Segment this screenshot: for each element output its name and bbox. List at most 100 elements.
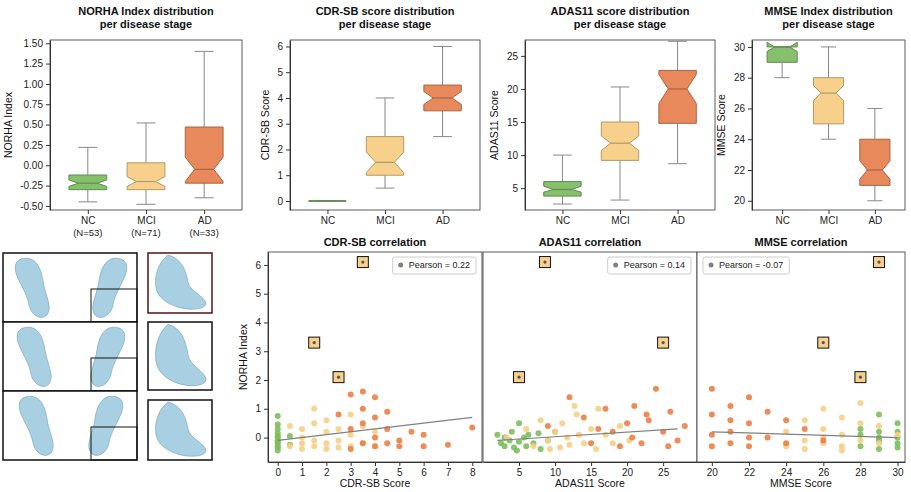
point — [709, 443, 715, 449]
median — [668, 88, 687, 89]
tick-mark — [286, 46, 290, 47]
hippocampus-zoom — [156, 255, 207, 309]
point — [581, 440, 587, 446]
whisker-cap — [376, 97, 395, 98]
point — [765, 435, 771, 441]
figure: -0.50-0.250.000.250.500.751.001.251.50NC… — [0, 0, 911, 492]
point — [516, 420, 522, 426]
point — [523, 426, 529, 432]
hippocampus-left — [15, 258, 49, 317]
highlight-point — [309, 337, 320, 348]
whisker — [442, 111, 443, 137]
median — [137, 181, 156, 182]
tick-mark — [264, 438, 268, 439]
tick-mark — [555, 462, 556, 466]
box — [659, 41, 696, 163]
legend: Pearson = 0.14 — [608, 257, 691, 274]
axis-line — [268, 253, 269, 463]
point — [372, 443, 378, 449]
whisker-cap — [376, 188, 395, 189]
point — [323, 440, 329, 446]
tick-label: 0.00 — [24, 160, 44, 171]
point — [820, 406, 826, 412]
tick-mark — [264, 380, 268, 381]
axis: 0123456 — [255, 253, 268, 463]
axis: 202224262830 — [734, 41, 753, 211]
whisker-cap — [137, 122, 156, 123]
highlight-point-center — [859, 376, 862, 379]
tick: 3 — [255, 346, 268, 357]
tick: 20 — [707, 462, 719, 478]
tick: 22 — [734, 165, 752, 176]
whisker — [87, 147, 88, 175]
tick: 26 — [734, 103, 752, 114]
point — [629, 435, 635, 441]
tick-mark — [472, 462, 473, 466]
point — [746, 435, 752, 441]
whisker — [385, 98, 386, 137]
tick-mark — [620, 210, 621, 214]
tick-label: 0.75 — [24, 99, 44, 110]
point — [667, 409, 673, 415]
tick: 3 — [277, 118, 290, 129]
box-body — [601, 122, 638, 160]
whisker-cap — [433, 46, 452, 47]
whisker — [828, 47, 829, 78]
render-zoom — [148, 400, 212, 460]
tick: 6 — [277, 41, 290, 52]
whisker — [874, 108, 875, 139]
point — [336, 412, 342, 418]
tick-mark — [46, 206, 50, 207]
tick: MCI — [611, 210, 629, 226]
tick: 20 — [622, 462, 634, 478]
tick-label: NC — [556, 215, 570, 226]
point — [727, 417, 733, 423]
tick-mark — [286, 175, 290, 176]
tick: AD — [868, 210, 882, 226]
whisker — [874, 185, 875, 200]
legend: Pearson = 0.22 — [393, 257, 476, 274]
render-zoom — [148, 322, 212, 390]
whisker — [204, 51, 205, 127]
tick-mark — [264, 265, 268, 266]
tick-label: 3 — [277, 118, 283, 129]
point — [311, 420, 317, 426]
point — [857, 443, 863, 449]
tick-mark — [385, 210, 386, 214]
point — [895, 420, 901, 426]
tick-label: 24 — [734, 134, 746, 145]
tick-mark — [264, 322, 268, 323]
frame — [3, 391, 137, 460]
point — [709, 412, 715, 418]
tick-mark — [326, 462, 327, 466]
fit-line — [497, 429, 677, 441]
point — [360, 420, 366, 426]
axis: NCMCIAD — [291, 210, 481, 226]
tick-mark — [748, 108, 752, 109]
point — [408, 429, 414, 435]
tick-mark — [375, 462, 376, 466]
point — [876, 412, 882, 418]
tick: 24 — [781, 462, 793, 478]
highlight-point-center — [877, 260, 880, 263]
tick-mark — [898, 462, 899, 466]
tick: NC — [556, 210, 570, 226]
median — [867, 169, 882, 170]
point — [820, 426, 826, 432]
point — [624, 420, 630, 426]
tick-mark — [46, 43, 50, 44]
render-zoom — [148, 253, 212, 313]
point — [287, 423, 293, 429]
tick-label: 1 — [255, 403, 261, 414]
whisker-cap — [821, 46, 836, 47]
tick-label: 1 — [277, 170, 283, 181]
axis-line — [525, 41, 526, 211]
tick-label: AD — [671, 215, 685, 226]
box — [813, 47, 843, 139]
plot-area — [275, 257, 476, 454]
tick-mark — [286, 124, 290, 125]
frame — [268, 252, 482, 462]
tick-label: 30 — [734, 42, 746, 53]
axis-title: MMSE Score — [770, 477, 832, 489]
point — [323, 417, 329, 423]
